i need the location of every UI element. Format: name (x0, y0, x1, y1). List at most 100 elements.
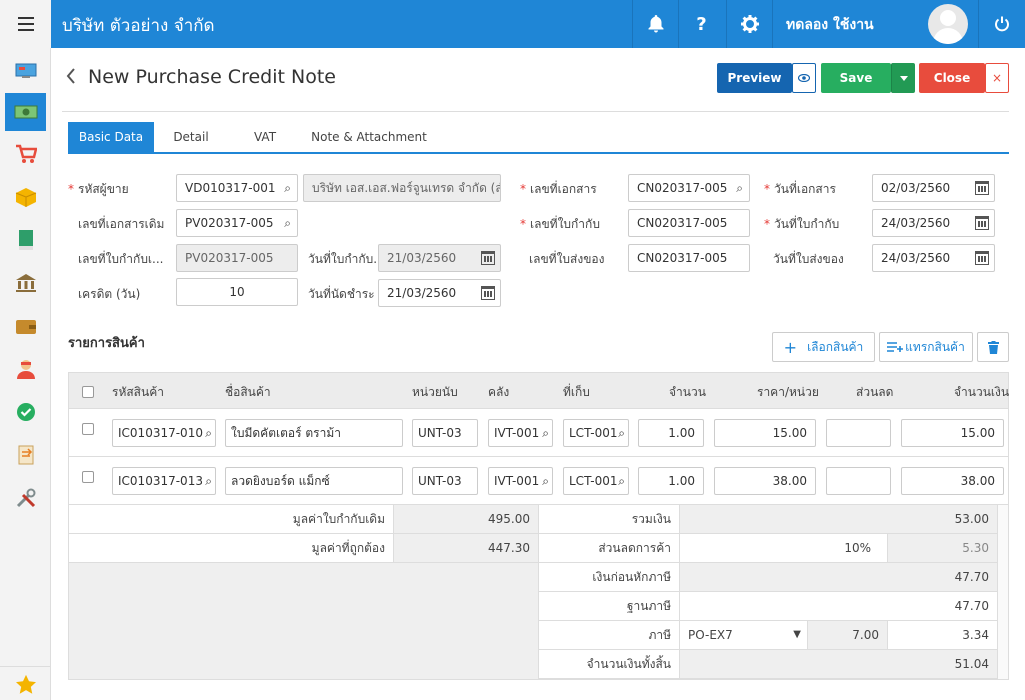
preview-button[interactable]: Preview (717, 63, 792, 93)
wallet-icon (15, 320, 36, 334)
save-button[interactable]: Save (821, 63, 891, 93)
summary-row: เงินก่อนหักภาษี 47.70 (69, 563, 1008, 679)
row-unit-field[interactable]: UNT-03 (412, 467, 478, 495)
inv-no-field[interactable]: CN020317-005 (628, 209, 750, 237)
summary-row: ภาษี PO-EX7 ▼ 7.00 3.34 (69, 621, 1008, 650)
row-unit-field[interactable]: UNT-03 (412, 419, 478, 447)
calendar-icon[interactable] (975, 216, 989, 230)
row-price-field[interactable]: 38.00 (714, 467, 816, 495)
settings-button[interactable] (726, 0, 772, 48)
tab-detail[interactable]: Detail (173, 130, 209, 144)
sidebar-item-tools[interactable] (5, 479, 46, 517)
sidebar-item-inventory[interactable] (5, 178, 46, 216)
search-icon[interactable]: ⌕ (284, 181, 291, 195)
back-button[interactable] (66, 68, 76, 89)
sidebar-item-transfer[interactable] (5, 436, 46, 474)
row-discount-field[interactable] (826, 419, 891, 447)
delivery-no-label: เลขที่ใบส่งของ (529, 252, 605, 266)
tab-vat[interactable]: VAT (253, 130, 277, 144)
sidebar-item-approval[interactable] (5, 393, 46, 431)
credit-days-field[interactable]: 10 (176, 278, 298, 306)
search-icon[interactable]: ⌕ (205, 426, 212, 440)
user-menu[interactable] (772, 0, 978, 48)
calendar-icon[interactable] (975, 251, 989, 265)
row-amount-field: 38.00 (901, 467, 1004, 495)
row-location-field[interactable]: LCT-001 ⌕ (563, 467, 629, 495)
tax-base-field[interactable]: 47.70 (680, 592, 998, 621)
search-icon[interactable]: ⌕ (618, 426, 625, 440)
row-checkbox[interactable] (82, 471, 94, 483)
sidebar-item-wallet[interactable] (5, 307, 46, 345)
bank-icon (15, 274, 36, 292)
row-name-field[interactable]: ใบมีดคัตเตอร์ ตราม้า (225, 419, 403, 447)
search-icon[interactable]: ⌕ (542, 426, 549, 440)
search-icon[interactable]: ⌕ (284, 216, 291, 230)
trade-discount-pct-field[interactable]: 10% (680, 534, 888, 563)
calendar-icon[interactable] (975, 181, 989, 195)
row-discount-field[interactable] (826, 467, 891, 495)
summary-blank (69, 563, 539, 679)
sidebar-item-sales[interactable] (5, 135, 46, 173)
search-icon[interactable]: ⌕ (205, 474, 212, 488)
correct-value-label: มูลค่าที่ถูกต้อง (69, 534, 394, 563)
inv-date-field[interactable]: 24/03/2560 (872, 209, 995, 237)
avatar[interactable] (928, 4, 968, 44)
notification-button[interactable] (632, 0, 678, 48)
preview-eye-button[interactable] (792, 63, 816, 93)
calendar-icon[interactable] (481, 286, 495, 300)
row-checkbox[interactable] (82, 423, 94, 435)
sidebar-item-accounting[interactable] (5, 221, 46, 259)
logout-button[interactable] (978, 0, 1025, 48)
before-tax-value: 47.70 (680, 563, 998, 592)
tax-code-select[interactable]: PO-EX7 ▼ (680, 621, 808, 650)
credit-days-label: เครดิต (วัน) (78, 287, 141, 301)
search-icon[interactable]: ⌕ (542, 474, 549, 488)
list-add-icon (887, 342, 904, 352)
tab-basic-data[interactable]: Basic Data (68, 122, 154, 154)
close-x-button[interactable]: × (985, 63, 1009, 93)
row-name-field[interactable]: ลวดยิงบอร์ด แม็กซ์ (225, 467, 403, 495)
vendor-name-field: บริษัท เอส.เอส.ฟอร์จูนเทรด จำกัด (สำนักง… (303, 174, 501, 202)
sidebar-item-hr[interactable] (5, 350, 46, 388)
sidebar-item-purchase[interactable] (5, 93, 46, 131)
tab-note-attachment[interactable]: Note & Attachment (311, 130, 427, 144)
row-price-field[interactable]: 15.00 (714, 419, 816, 447)
search-icon[interactable]: ⌕ (736, 181, 743, 195)
save-dropdown-button[interactable] (891, 63, 915, 93)
row-qty-field[interactable]: 1.00 (638, 419, 704, 447)
doc-date-field[interactable]: 02/03/2560 (872, 174, 995, 202)
menu-toggle-button[interactable] (0, 0, 51, 48)
orig-value-label: มูลค่าใบกำกับเดิม (69, 505, 394, 534)
orig-doc-field[interactable]: PV020317-005 ⌕ (176, 209, 298, 237)
vendor-code-field[interactable]: VD010317-001 ⌕ (176, 174, 298, 202)
table-header: รหัสสินค้า ชื่อสินค้า หน่วยนับ คลัง ที่เ… (69, 373, 1009, 409)
summary-row: ฐานภาษี 47.70 (69, 592, 1008, 621)
row-code-field[interactable]: IC010317-013 ⌕ (112, 467, 216, 495)
orig-value: 495.00 (394, 505, 539, 534)
close-button[interactable]: Close (919, 63, 985, 93)
favorites-button[interactable] (0, 666, 51, 700)
header-divider (62, 111, 1009, 112)
delivery-date-field[interactable]: 24/03/2560 (872, 244, 995, 272)
sidebar-item-dashboard[interactable] (5, 52, 46, 90)
help-button[interactable]: ? (678, 0, 724, 48)
row-warehouse-field[interactable]: IVT-001 ⌕ (488, 419, 553, 447)
total-value: 53.00 (680, 505, 998, 534)
due-date-field[interactable]: 21/03/2560 (378, 279, 501, 307)
orig-inv-label: เลขที่ใบกำกับเ... (78, 252, 164, 266)
row-warehouse-field[interactable]: IVT-001 ⌕ (488, 467, 553, 495)
row-code-field[interactable]: IC010317-010 ⌕ (112, 419, 216, 447)
sidebar-item-bank[interactable] (5, 264, 46, 302)
row-qty-field[interactable]: 1.00 (638, 467, 704, 495)
doc-no-field[interactable]: CN020317-005 ⌕ (628, 174, 750, 202)
insert-product-button[interactable]: แทรกสินค้า (879, 332, 973, 362)
select-all-checkbox[interactable] (82, 386, 94, 398)
delete-product-button[interactable] (977, 332, 1009, 362)
company-name: บริษัท ตัวอย่าง จำกัด (62, 16, 215, 36)
select-product-button[interactable]: + เลือกสินค้า (772, 332, 875, 362)
row-location-field[interactable]: LCT-001 ⌕ (563, 419, 629, 447)
search-icon[interactable]: ⌕ (618, 474, 625, 488)
delivery-no-field[interactable]: CN020317-005 (628, 244, 750, 272)
summary-row: จำนวนเงินทั้งสิ้น 51.04 (69, 650, 1008, 679)
eye-icon (798, 74, 810, 82)
